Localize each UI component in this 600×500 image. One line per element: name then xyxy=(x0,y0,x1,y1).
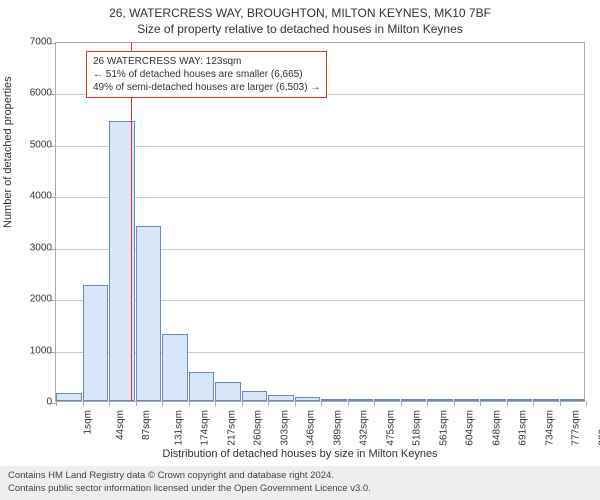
footer-line1: Contains HM Land Registry data © Crown c… xyxy=(8,470,592,483)
histogram-bar xyxy=(480,399,506,401)
chart-title-line2: Size of property relative to detached ho… xyxy=(0,22,600,36)
x-tick xyxy=(189,401,190,406)
histogram-bar xyxy=(454,399,480,401)
x-tick-label: 604sqm xyxy=(465,410,476,446)
x-tick-label: 217sqm xyxy=(226,410,237,446)
x-tick xyxy=(136,401,137,406)
grid-line xyxy=(56,146,584,147)
x-tick-label: 475sqm xyxy=(385,410,396,446)
x-tick-label: 346sqm xyxy=(306,410,317,446)
x-tick xyxy=(480,401,481,406)
y-axis-label: Number of detached properties xyxy=(2,76,14,228)
y-tick-label: 3000 xyxy=(30,242,52,253)
histogram-bar xyxy=(533,399,559,401)
histogram-bar xyxy=(401,399,427,401)
histogram-bar xyxy=(242,391,268,401)
x-tick xyxy=(56,401,57,406)
x-tick-label: 648sqm xyxy=(491,410,502,446)
y-tick-label: 4000 xyxy=(30,191,52,202)
x-tick-label: 691sqm xyxy=(518,410,529,446)
histogram-bar xyxy=(56,393,82,401)
x-tick xyxy=(401,401,402,406)
x-tick-label: 518sqm xyxy=(412,410,423,446)
x-tick-label: 777sqm xyxy=(571,410,582,446)
y-tick-label: 2000 xyxy=(30,294,52,305)
histogram-bar xyxy=(83,285,109,401)
histogram-bar xyxy=(162,334,188,401)
y-tick-label: 7000 xyxy=(30,37,52,48)
footer-line2: Contains public sector information licen… xyxy=(8,483,592,496)
x-tick xyxy=(454,401,455,406)
footer: Contains HM Land Registry data © Crown c… xyxy=(0,466,600,500)
x-tick xyxy=(427,401,428,406)
x-tick-label: 44sqm xyxy=(115,410,126,440)
x-tick xyxy=(560,401,561,406)
histogram-bar xyxy=(215,382,241,401)
y-tick-label: 5000 xyxy=(30,139,52,150)
histogram-bar xyxy=(321,399,347,401)
x-tick-label: 1sqm xyxy=(82,410,93,434)
x-tick-label: 260sqm xyxy=(253,410,264,446)
x-tick xyxy=(586,401,587,406)
x-axis-label: Distribution of detached houses by size … xyxy=(0,448,600,460)
y-tick-label: 6000 xyxy=(30,88,52,99)
x-tick xyxy=(533,401,534,406)
x-tick-label: 734sqm xyxy=(544,410,555,446)
plot-area: 26 WATERCRESS WAY: 123sqm ← 51% of detac… xyxy=(55,42,585,402)
x-tick xyxy=(348,401,349,406)
x-tick xyxy=(83,401,84,406)
histogram-bar xyxy=(560,399,586,401)
histogram-bar xyxy=(374,399,400,401)
x-tick xyxy=(242,401,243,406)
x-tick-label: 131sqm xyxy=(173,410,184,446)
histogram-bar xyxy=(295,397,321,401)
annotation-line1: 26 WATERCRESS WAY: 123sqm xyxy=(93,55,320,68)
x-tick xyxy=(374,401,375,406)
histogram-bar xyxy=(427,399,453,401)
x-tick-label: 561sqm xyxy=(438,410,449,446)
x-tick-label: 303sqm xyxy=(279,410,290,446)
x-tick xyxy=(321,401,322,406)
x-tick xyxy=(109,401,110,406)
chart-container: 26, WATERCRESS WAY, BROUGHTON, MILTON KE… xyxy=(0,0,600,500)
x-tick-label: 432sqm xyxy=(359,410,370,446)
x-tick-label: 389sqm xyxy=(332,410,343,446)
annotation-line3: 49% of semi-detached houses are larger (… xyxy=(93,81,320,94)
y-tick-label: 1000 xyxy=(30,345,52,356)
x-tick xyxy=(162,401,163,406)
x-tick xyxy=(215,401,216,406)
annotation-box: 26 WATERCRESS WAY: 123sqm ← 51% of detac… xyxy=(86,51,327,98)
x-tick-label: 174sqm xyxy=(200,410,211,446)
chart-title-line1: 26, WATERCRESS WAY, BROUGHTON, MILTON KE… xyxy=(0,6,600,20)
annotation-line2: ← 51% of detached houses are smaller (6,… xyxy=(93,68,320,81)
histogram-bar xyxy=(189,372,215,401)
grid-line xyxy=(56,197,584,198)
histogram-bar xyxy=(136,226,162,401)
histogram-bar xyxy=(268,395,294,401)
y-tick-label: 0 xyxy=(46,397,52,408)
x-tick xyxy=(295,401,296,406)
x-tick xyxy=(507,401,508,406)
histogram-bar xyxy=(348,399,374,401)
histogram-bar xyxy=(507,399,533,401)
x-tick xyxy=(268,401,269,406)
x-tick-label: 87sqm xyxy=(141,410,152,440)
